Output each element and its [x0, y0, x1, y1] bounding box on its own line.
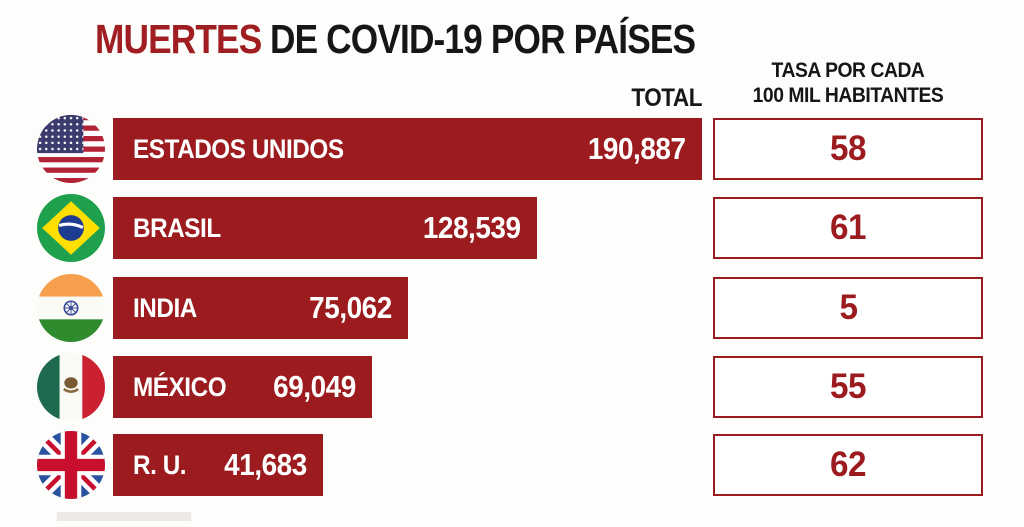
bar-india: INDIA 75,062 [113, 277, 408, 339]
table-row: R. U. 41,683 62 [0, 431, 1024, 499]
mexico-flag-icon [37, 353, 105, 421]
country-label: INDIA [133, 292, 197, 323]
country-label: BRASIL [133, 212, 221, 243]
total-value: 69,049 [273, 369, 356, 404]
rate-header-line1: TASA POR CADA [771, 59, 925, 82]
rate-box: 62 [713, 434, 983, 496]
bar-estados-unidos: ESTADOS UNIDOS 190,887 [113, 118, 702, 180]
rate-value: 62 [829, 445, 867, 484]
title-rest: DE COVID-19 POR PAÍSES [269, 16, 696, 62]
total-value: 128,539 [423, 210, 521, 245]
total-value: 75,062 [309, 290, 392, 325]
cropped-row-fragment [57, 512, 191, 521]
total-value: 190,887 [588, 131, 686, 166]
bar-mexico: MÉXICO 69,049 [113, 356, 372, 418]
table-row: ESTADOS UNIDOS 190,887 58 [0, 115, 1024, 183]
rate-box: 58 [713, 118, 983, 180]
rate-value: 58 [829, 129, 867, 168]
rate-box: 5 [713, 277, 983, 339]
country-label: R. U. [133, 449, 187, 480]
rate-box: 55 [713, 356, 983, 418]
rate-box: 61 [713, 197, 983, 259]
rate-value: 61 [829, 208, 867, 247]
table-row: INDIA 75,062 5 [0, 274, 1024, 342]
bar-brasil: BRASIL 128,539 [113, 197, 537, 259]
rate-column-header: TASA POR CADA 100 MIL HABITANTES [716, 58, 979, 108]
rate-header-line2: 100 MIL HABITANTES [752, 84, 944, 108]
table-row: BRASIL 128,539 61 [0, 194, 1024, 262]
total-value: 41,683 [224, 447, 307, 482]
rate-value: 5 [838, 288, 858, 327]
usa-flag-icon [37, 115, 105, 183]
total-column-header: TOTAL [631, 84, 702, 112]
title-accent: MUERTES [95, 16, 262, 62]
bar-reino-unido: R. U. 41,683 [113, 434, 323, 496]
india-flag-icon [37, 274, 105, 342]
rate-value: 55 [829, 367, 867, 406]
brazil-flag-icon [37, 194, 105, 262]
table-row: MÉXICO 69,049 55 [0, 353, 1024, 421]
page-title: MUERTES DE COVID-19 POR PAÍSES [95, 16, 696, 63]
country-label: MÉXICO [133, 371, 227, 402]
country-label: ESTADOS UNIDOS [133, 133, 344, 164]
uk-flag-icon [37, 431, 105, 499]
